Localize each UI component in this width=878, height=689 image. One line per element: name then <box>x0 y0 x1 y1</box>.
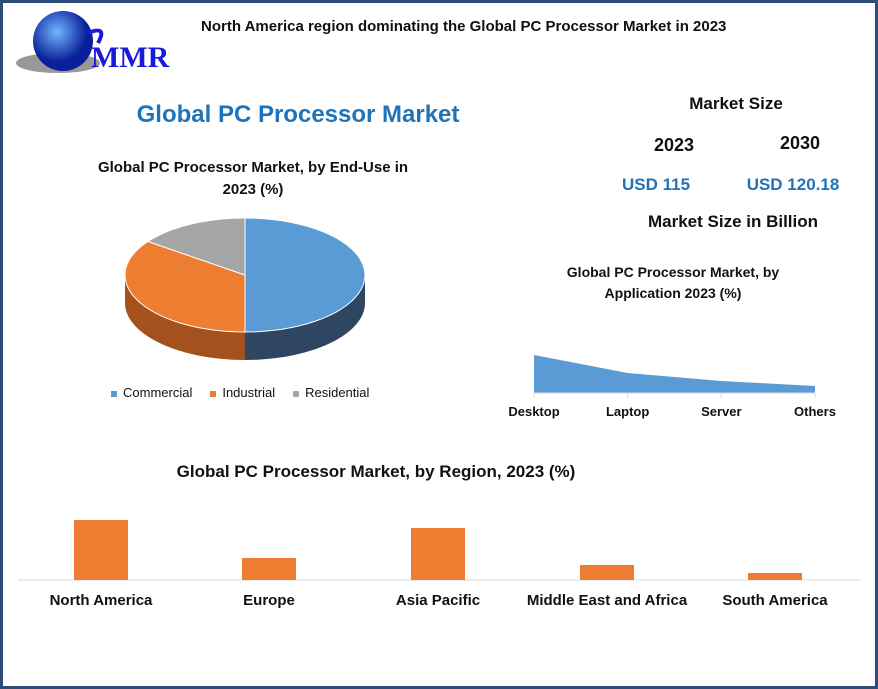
charts-canvas <box>16 11 861 581</box>
legend-swatch <box>111 390 117 397</box>
legend-swatch <box>293 390 300 397</box>
bar-title: Global PC Processor Market, by Region, 2… <box>176 462 576 481</box>
year-2030: 2030 <box>779 133 821 153</box>
legend-item-residential: Residential <box>293 385 369 400</box>
legend-item-industrial: Industrial <box>210 385 275 400</box>
pie-side-commercial <box>245 275 365 360</box>
pie-slice-residential <box>146 217 246 276</box>
legend-label: Commercial <box>123 385 193 400</box>
bar-europe <box>242 558 296 580</box>
bar-middle-east-and-africa <box>580 565 634 580</box>
market-size-title: Market Size <box>689 94 783 113</box>
area-title-line2: Application 2023 (%) <box>604 285 742 301</box>
pie-side-industrial <box>125 275 245 360</box>
year-2023: 2023 <box>653 135 695 155</box>
area-title-line1: Global PC Processor Market, by <box>566 264 780 280</box>
pie-title-line1: Global PC Processor Market, by End-Use i… <box>97 159 409 176</box>
main-title: Global PC Processor Market <box>136 101 460 128</box>
logo: MMR <box>91 41 170 74</box>
market-size-unit: Market Size in Billion <box>647 212 819 231</box>
value-2030: USD 120.18 <box>746 175 840 194</box>
legend-label: Residential <box>305 385 370 400</box>
headline: North America region dominating the Glob… <box>201 18 727 35</box>
pie-slice-commercial <box>244 217 366 333</box>
area-x-label: Desktop <box>508 404 560 419</box>
bar-x-label: North America <box>49 592 153 609</box>
legend-swatch <box>210 390 217 397</box>
application-area-chart <box>533 355 816 398</box>
pie-legend: Commercial Industrial Residential <box>111 385 369 400</box>
end-use-pie-chart <box>124 217 366 360</box>
bar-south-america <box>748 573 802 580</box>
bar-north-america <box>74 520 128 580</box>
area-x-label: Laptop <box>605 404 650 419</box>
bar-x-label: Asia Pacific <box>395 592 481 609</box>
legend-item-commercial: Commercial <box>111 385 192 400</box>
bar-asia-pacific <box>411 528 465 580</box>
pie-slice-industrial <box>124 240 246 333</box>
area-x-label: Others <box>794 404 836 419</box>
bar-x-label: South America <box>722 592 828 609</box>
bar-x-label: Middle East and Africa <box>526 592 688 609</box>
area-x-label: Server <box>701 404 742 419</box>
region-bar-chart <box>18 520 861 581</box>
legend-label: Industrial <box>222 385 276 400</box>
area-series <box>534 355 815 393</box>
value-2023: USD 115 <box>621 175 691 194</box>
bar-x-label: Europe <box>243 592 295 609</box>
logo-globe-icon <box>16 11 104 73</box>
pie-title-line2: 2023 (%) <box>222 181 284 198</box>
